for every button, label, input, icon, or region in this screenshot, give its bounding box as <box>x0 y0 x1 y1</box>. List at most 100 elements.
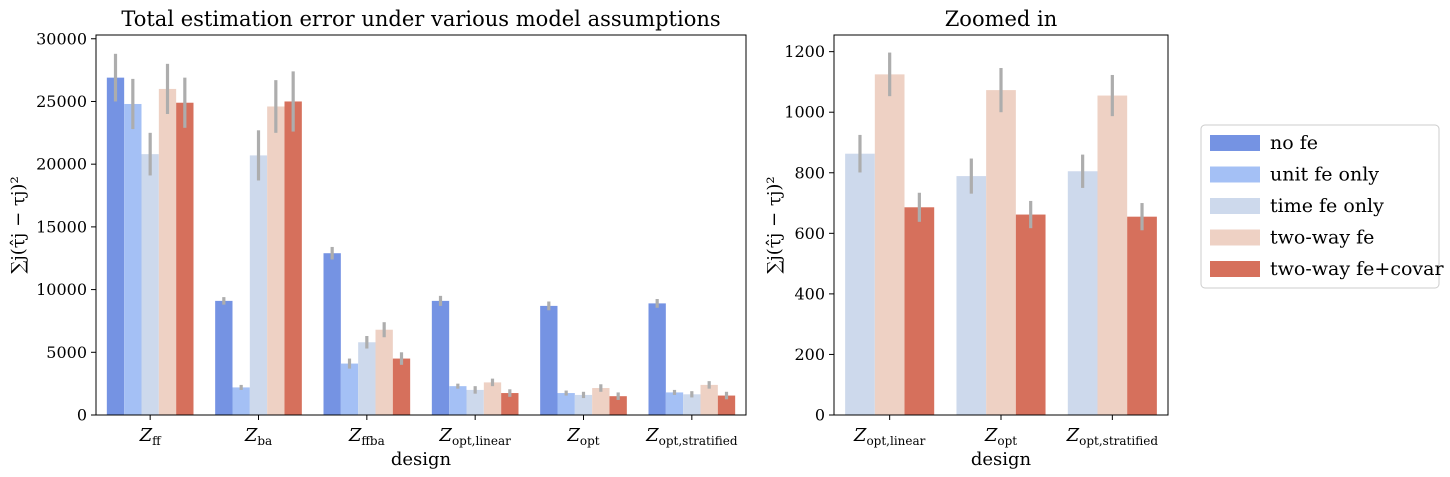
bar <box>431 300 450 415</box>
y-tick-label: 0 <box>815 406 825 425</box>
legend-label: two-way fe <box>1270 227 1374 249</box>
legend-label: no fe <box>1270 132 1318 154</box>
x-tick-label: Zffba <box>348 425 385 448</box>
bar <box>665 392 684 415</box>
legend: no fe unit fe only time fe only two-way fe t… <box>1200 124 1444 289</box>
bar <box>1127 216 1157 415</box>
chart-title: Zoomed in <box>945 7 1058 31</box>
y-tick-label: 400 <box>794 284 825 303</box>
y-tick-label: 600 <box>794 224 825 243</box>
bar <box>904 207 935 415</box>
bar <box>483 382 502 415</box>
legend-swatch <box>1210 135 1260 151</box>
bar <box>375 329 393 415</box>
bar <box>1067 171 1098 415</box>
bar <box>232 387 250 415</box>
x-tick-label-base: Z <box>645 425 659 446</box>
x-tick-label-base: Z <box>244 425 258 446</box>
bar <box>340 363 359 415</box>
x-tick-label-base: Z <box>438 425 452 446</box>
bar <box>874 74 905 415</box>
bar <box>501 393 519 415</box>
bar <box>845 153 875 415</box>
x-tick-label-base: Z <box>566 425 580 446</box>
y-tick-label: 800 <box>794 163 825 182</box>
bar <box>392 358 411 415</box>
x-axis-label: design <box>391 449 452 470</box>
y-tick-label: 25000 <box>36 92 87 111</box>
x-tick-label-base: Z <box>139 425 153 446</box>
bar <box>540 305 558 415</box>
bar <box>358 342 376 415</box>
legend-swatch <box>1210 229 1260 246</box>
legend-box <box>1200 124 1440 289</box>
y-tick-label: 1200 <box>784 42 825 61</box>
bar <box>176 102 194 415</box>
x-tick-label: Zopt <box>984 425 1017 448</box>
x-tick-label: Zba <box>244 425 272 448</box>
y-tick-label: 0 <box>77 406 87 425</box>
bar <box>124 103 142 415</box>
x-tick-label-sub: ff <box>152 434 162 448</box>
y-tick-label: 10000 <box>36 280 87 299</box>
x-tick-label-sub: ba <box>257 434 272 448</box>
bar <box>141 154 159 415</box>
bar <box>158 88 177 415</box>
legend-label: time fe only <box>1270 195 1384 217</box>
x-tick-label-sub: opt,stratified <box>659 434 738 448</box>
bar <box>106 77 125 416</box>
x-tick-label-sub: ffba <box>361 434 384 448</box>
x-tick-label-sub: opt <box>997 434 1017 448</box>
x-axis-label: design <box>971 449 1032 470</box>
x-tick-label-sub: opt <box>580 434 600 448</box>
x-tick-label: Zopt,stratified <box>1066 425 1159 448</box>
bar <box>683 394 701 415</box>
legend-label: two-way fe+covar <box>1270 258 1444 280</box>
bar <box>267 106 285 416</box>
bar <box>466 389 484 415</box>
x-tick-label: Zopt,stratified <box>645 425 738 448</box>
legend-swatch <box>1210 166 1260 183</box>
y-tick-label: 15000 <box>36 217 87 236</box>
bar <box>323 253 341 415</box>
bar <box>956 176 987 415</box>
bar <box>574 394 593 415</box>
y-tick-label: 20000 <box>36 155 87 174</box>
x-tick-label: Zopt <box>566 425 599 448</box>
bar <box>609 396 627 415</box>
plot-frame <box>95 34 747 416</box>
bar <box>592 388 610 415</box>
bar <box>249 155 268 415</box>
x-tick-label: Zopt,linear <box>438 425 511 448</box>
bar <box>986 90 1016 415</box>
x-tick-label-base: Z <box>984 425 998 446</box>
y-tick-label: 5000 <box>46 343 87 362</box>
y-tick-label: 200 <box>794 345 825 364</box>
bar <box>557 393 575 415</box>
x-tick-label-base: Z <box>1066 425 1080 446</box>
bar <box>449 386 467 415</box>
bar <box>284 101 302 416</box>
x-tick-label-sub: opt,linear <box>866 434 925 448</box>
bar <box>1097 95 1128 415</box>
x-tick-label-sub: opt,linear <box>452 434 511 448</box>
bar <box>648 303 666 415</box>
bar <box>700 384 718 415</box>
chart-title: Total estimation error under various mod… <box>121 7 720 31</box>
x-tick-label-sub: opt,stratified <box>1079 434 1158 448</box>
x-tick-label: Zff <box>139 425 163 448</box>
y-axis-label: ∑j(τ̂j − τj)² <box>8 176 29 273</box>
y-tick-label: 1000 <box>784 103 825 122</box>
bar <box>1015 214 1046 415</box>
legend-swatch <box>1210 198 1260 214</box>
x-tick-label: Zopt,linear <box>853 425 926 448</box>
y-axis-label: ∑j(τ̂j − τj)² <box>764 176 785 273</box>
x-tick-label-base: Z <box>348 425 362 446</box>
bar <box>717 395 736 415</box>
x-tick-label-base: Z <box>853 425 867 446</box>
bar <box>215 300 233 415</box>
y-tick-label: 30000 <box>36 29 87 48</box>
